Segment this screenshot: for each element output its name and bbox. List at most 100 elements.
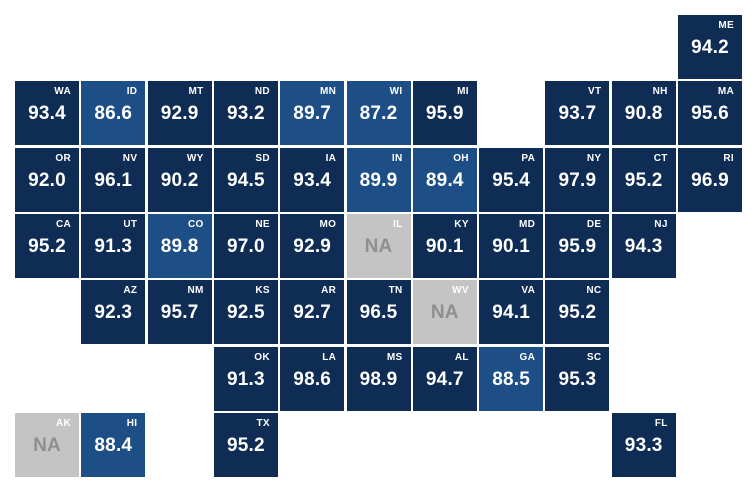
state-tile-mo: MO 92.9 <box>280 213 345 278</box>
state-value: 89.9 <box>359 169 398 191</box>
state-value: 95.4 <box>492 169 530 191</box>
state-tile-tx: TX 95.2 <box>213 412 278 477</box>
state-tile-ms: MS 98.9 <box>346 346 411 411</box>
state-tile-me: ME 94.2 <box>678 15 742 79</box>
state-abbr: MO <box>319 218 337 230</box>
state-tile-vt: VT 93.7 <box>545 81 610 146</box>
state-abbr: KS <box>255 285 270 297</box>
state-abbr: SC <box>586 351 602 363</box>
state-tile-id: ID 86.6 <box>81 81 146 146</box>
state-value: 98.6 <box>293 368 332 390</box>
state-abbr: VT <box>588 86 602 98</box>
state-value: 94.1 <box>492 302 530 324</box>
state-value: 90.8 <box>624 103 663 125</box>
state-tile-ok: OK 91.3 <box>213 346 278 411</box>
state-tile-wv: WV NA <box>412 280 477 345</box>
state-abbr: NJ <box>654 218 668 230</box>
state-tile-or: OR 92.0 <box>15 147 79 212</box>
state-value: 98.9 <box>359 368 398 390</box>
state-value: 96.1 <box>94 169 133 191</box>
state-tile-mn: MN 89.7 <box>280 81 345 146</box>
state-abbr: CO <box>187 218 204 230</box>
state-abbr: AL <box>454 351 469 363</box>
state-abbr: NV <box>122 152 138 164</box>
state-abbr: OK <box>254 351 270 363</box>
state-value: 93.7 <box>558 103 597 125</box>
state-tile-oh: OH 89.4 <box>412 147 477 212</box>
state-abbr: NH <box>652 86 668 98</box>
state-abbr: CA <box>55 218 71 230</box>
state-abbr: CT <box>653 152 668 164</box>
state-value: 97.9 <box>558 169 597 191</box>
state-tile-az: AZ 92.3 <box>81 280 146 345</box>
state-value: 90.1 <box>492 235 530 257</box>
state-tile-sc: SC 95.3 <box>545 346 610 411</box>
state-value: 95.9 <box>558 235 597 257</box>
state-tile-nd: ND 93.2 <box>213 81 278 146</box>
state-value: 95.6 <box>691 103 729 125</box>
state-value: 92.5 <box>227 302 265 324</box>
state-tile-ak: AK NA <box>15 412 79 477</box>
state-tile-ri: RI 96.9 <box>678 147 742 212</box>
state-value: 89.7 <box>293 103 332 125</box>
state-value: 96.5 <box>359 302 398 324</box>
state-value: 92.9 <box>160 103 199 125</box>
state-value: 93.3 <box>624 434 663 456</box>
state-value: 92.0 <box>28 169 66 191</box>
state-value: 89.4 <box>425 169 464 191</box>
state-tile-md: MD 90.1 <box>479 213 544 278</box>
state-value: 87.2 <box>359 103 398 125</box>
state-abbr: WA <box>54 86 71 98</box>
state-value: NA <box>430 302 459 324</box>
state-abbr: TN <box>388 285 403 297</box>
state-value: 95.2 <box>28 235 66 257</box>
state-tile-ga: GA 88.5 <box>479 346 544 411</box>
state-value: 95.9 <box>425 103 464 125</box>
state-abbr: DE <box>586 218 602 230</box>
state-abbr: IA <box>325 152 337 164</box>
state-value: 95.7 <box>160 302 199 324</box>
state-abbr: KY <box>454 218 469 230</box>
state-value: 92.9 <box>293 235 332 257</box>
state-tile-ky: KY 90.1 <box>412 213 477 278</box>
state-abbr: TX <box>256 417 270 429</box>
state-abbr: SD <box>255 152 270 164</box>
state-tile-pa: PA 95.4 <box>479 147 544 212</box>
state-abbr: UT <box>123 218 138 230</box>
state-tile-ny: NY 97.9 <box>545 147 610 212</box>
state-abbr: GA <box>519 351 536 363</box>
state-abbr: MI <box>457 86 469 98</box>
state-abbr: MS <box>386 351 403 363</box>
state-value: 97.0 <box>227 235 265 257</box>
state-value: NA <box>364 235 393 257</box>
state-value: 94.5 <box>227 169 265 191</box>
state-tile-de: DE 95.9 <box>545 213 610 278</box>
state-value: 90.2 <box>160 169 199 191</box>
state-abbr: OR <box>55 152 71 164</box>
state-abbr: PA <box>521 152 536 164</box>
state-value: 94.3 <box>624 235 663 257</box>
state-tile-al: AL 94.7 <box>412 346 477 411</box>
state-tile-tn: TN 96.5 <box>346 280 411 345</box>
state-tile-ma: MA 95.6 <box>678 81 742 146</box>
state-tile-nc: NC 95.2 <box>545 280 610 345</box>
state-value: 90.1 <box>425 235 464 257</box>
state-abbr: MD <box>518 218 536 230</box>
state-value: 93.4 <box>28 103 66 125</box>
state-value: 91.3 <box>94 235 133 257</box>
state-abbr: ME <box>718 20 734 31</box>
state-abbr: HI <box>126 417 138 429</box>
state-value: 94.7 <box>425 368 464 390</box>
state-tile-wi: WI 87.2 <box>346 81 411 146</box>
state-value: 92.3 <box>94 302 133 324</box>
state-tile-ks: KS 92.5 <box>213 280 278 345</box>
state-tile-nm: NM 95.7 <box>147 280 212 345</box>
state-tile-ia: IA 93.4 <box>280 147 345 212</box>
state-abbr: NY <box>586 152 602 164</box>
state-abbr: NM <box>187 285 204 297</box>
state-tile-wa: WA 93.4 <box>15 81 79 146</box>
state-value: 93.2 <box>227 103 265 125</box>
state-abbr: AK <box>55 417 71 429</box>
state-value: 92.7 <box>293 302 332 324</box>
